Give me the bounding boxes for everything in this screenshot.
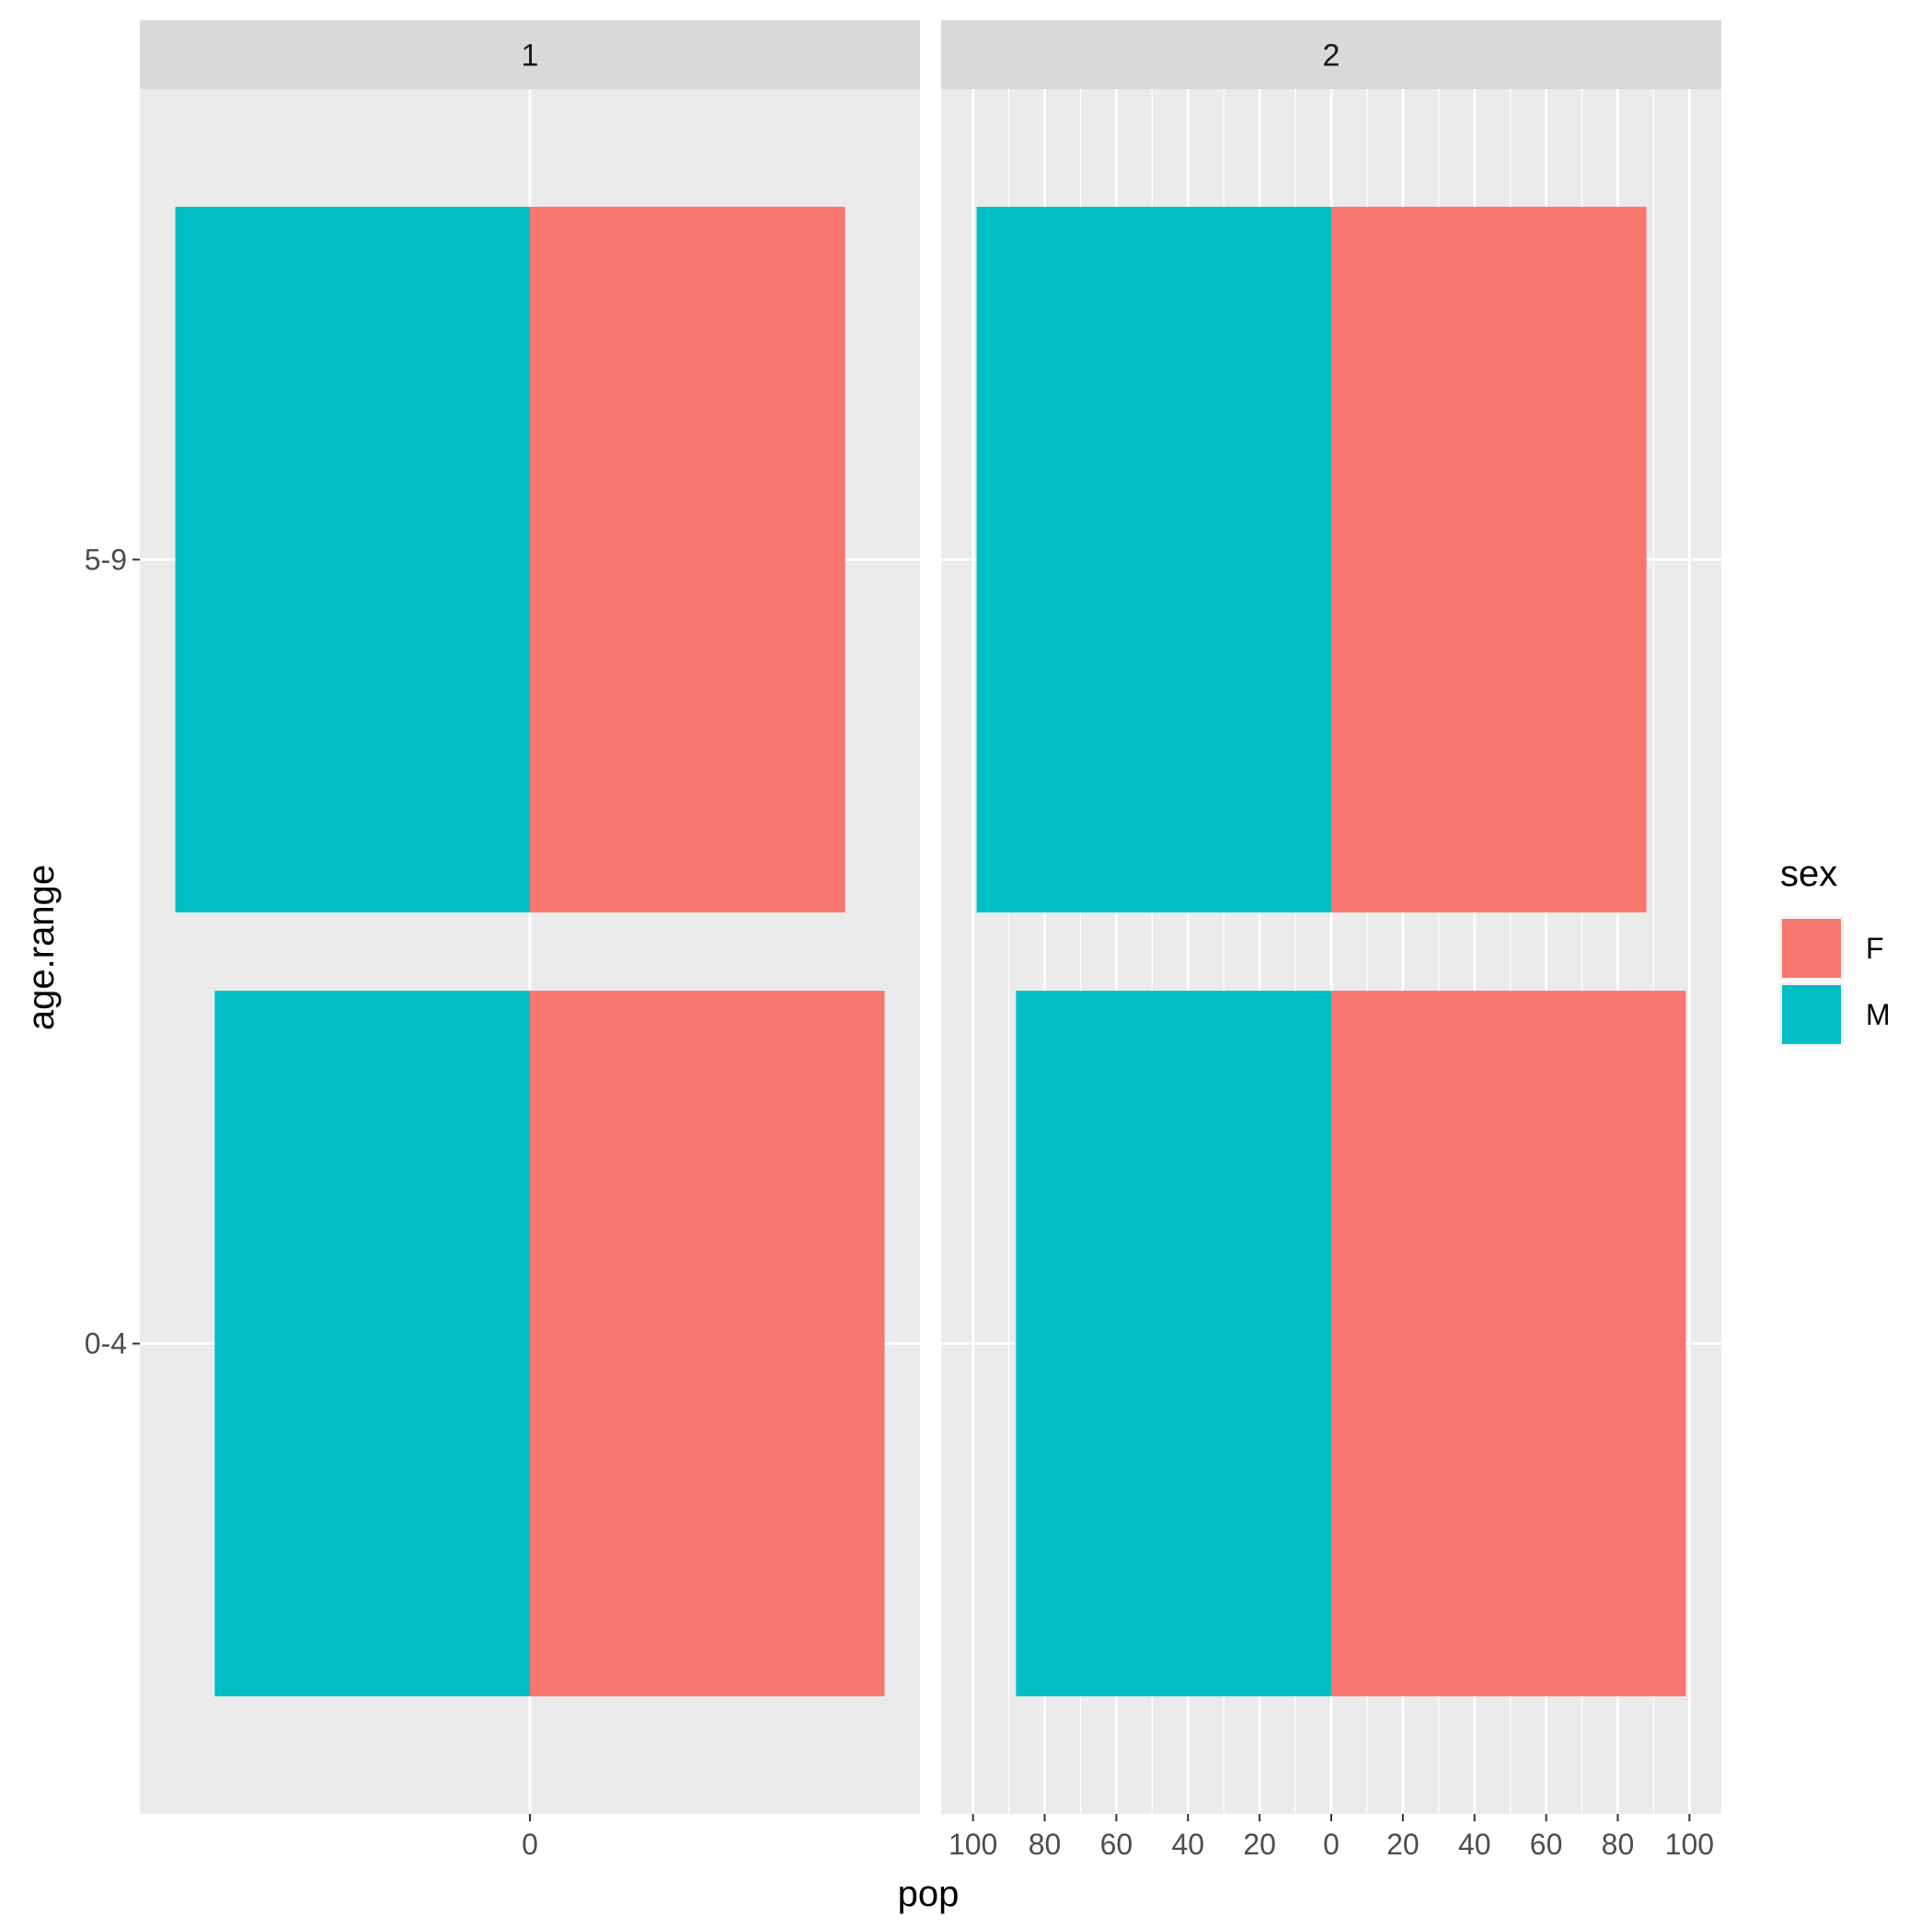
x-tick-label: 60 [1100,1828,1133,1861]
y-tick-label: 0-4 [85,1327,127,1360]
legend-label-M: M [1866,998,1891,1031]
facet-strip [941,20,1721,89]
facet-strip [140,20,920,89]
x-tick-label: 0 [1323,1828,1340,1861]
x-tick-label: 100 [1665,1828,1714,1861]
x-tick-label: 0 [522,1828,538,1861]
legend-key-M [1782,985,1841,1044]
bar-M-0-4 [1016,991,1331,1697]
x-tick-label: 40 [1171,1828,1204,1861]
x-tick-label: 100 [949,1828,997,1861]
x-tick-label: 20 [1243,1828,1276,1861]
y-tick-label: 5-9 [85,543,127,576]
bar-M-5-9 [976,206,1331,912]
x-tick-label: 80 [1602,1828,1635,1861]
facet-panel-2: 2 100 80 60 40 20 0 20 40 60 80 100 [941,20,1721,1861]
facet-strip-label: 2 [1323,39,1340,74]
bar-F-0-4 [1331,991,1686,1697]
x-tick-label: 40 [1458,1828,1491,1861]
facet-panel-1: 10 [140,20,920,1861]
x-axis-title: pop [898,1874,960,1914]
x-tick-label: 60 [1530,1828,1563,1861]
y-axis-title: age.range [21,865,62,1030]
bar-M-5-9 [175,206,530,912]
bar-F-0-4 [530,991,885,1697]
bar-M-0-4 [214,991,531,1697]
legend-key-F [1782,919,1841,978]
legend-title: sex [1780,854,1837,894]
x-tick-label: 80 [1029,1828,1062,1861]
bar-F-5-9 [1331,206,1647,912]
facet-strip-label: 1 [522,39,539,74]
legend: sex FM [1779,854,1891,1047]
bar-F-5-9 [530,206,845,912]
y-axis: 0-4 5-9 [85,543,140,1360]
legend-label-F: F [1866,932,1884,965]
x-tick-label: 20 [1386,1828,1420,1861]
